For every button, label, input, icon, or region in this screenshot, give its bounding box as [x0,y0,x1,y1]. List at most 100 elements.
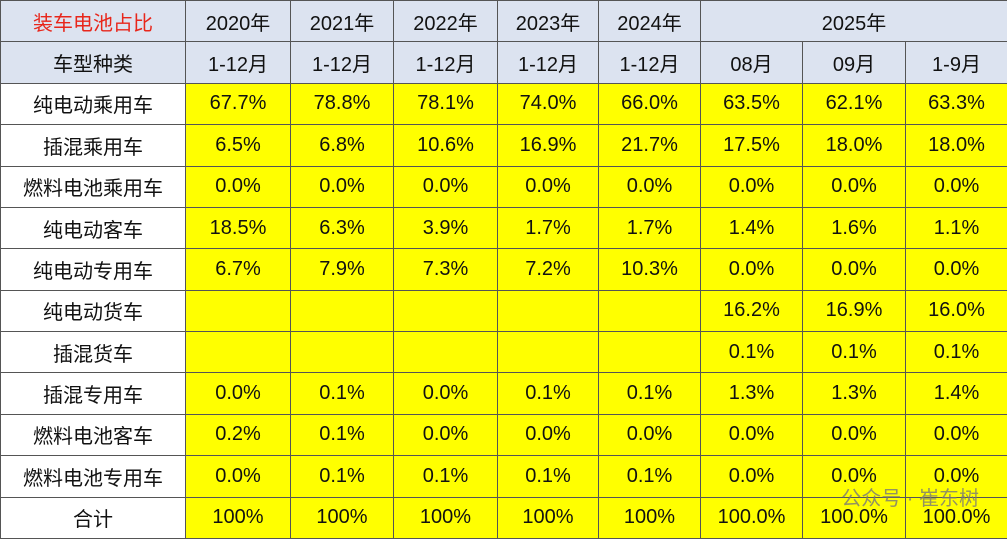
value-cell: 0.0% [802,165,906,208]
year-header: 2024年 [598,0,701,43]
value-cell [393,330,498,374]
value-cell: 100.0% [700,496,803,539]
period-header: 1-9月 [904,41,1007,84]
value-cell: 0.0% [904,248,1007,291]
value-cell [290,330,394,374]
value-cell: 7.2% [497,248,599,291]
value-cell: 3.9% [393,206,498,250]
value-cell [497,289,599,333]
value-cell: 1.4% [904,372,1007,415]
row-name: 插混货车 [0,330,186,374]
year-header: 2022年 [393,0,498,43]
value-cell: 63.5% [700,82,803,126]
value-cell: 0.1% [497,372,599,415]
value-cell: 0.1% [904,330,1007,374]
value-cell: 1.3% [700,372,803,415]
value-cell: 0.0% [497,413,599,457]
row-header-label: 车型种类 [0,41,186,84]
value-cell: 100.0% [904,496,1007,539]
value-cell: 16.2% [700,289,803,333]
value-cell: 16.0% [904,289,1007,333]
table-row: 插混货车 0.1% 0.1% 0.1% [0,330,1007,374]
table-row: 燃料电池乘用车 0.0% 0.0% 0.0% 0.0% 0.0% 0.0% 0.0% 0.0% [0,165,1007,208]
value-cell: 0.0% [802,455,906,498]
value-cell [598,289,701,333]
value-cell: 1.4% [700,206,803,250]
value-cell: 1.1% [904,206,1007,250]
value-cell [393,289,498,333]
value-cell: 0.0% [598,413,701,457]
value-cell: 0.1% [290,413,394,457]
value-cell: 0.1% [598,455,701,498]
value-cell: 0.0% [393,165,498,208]
table-row: 装车电池占比 2020年 2021年 2022年 2023年 2024年 2025年 [0,0,1007,43]
value-cell: 0.1% [290,455,394,498]
value-cell: 62.1% [802,82,906,126]
period-header: 08月 [700,41,803,84]
value-cell: 1.3% [802,372,906,415]
period-header: 1-12月 [290,41,394,84]
table-title: 装车电池占比 [0,0,186,43]
value-cell: 18.0% [904,124,1007,167]
year-header: 2020年 [185,0,291,43]
value-cell: 63.3% [904,82,1007,126]
row-name: 纯电动专用车 [0,248,186,291]
value-cell: 0.0% [802,413,906,457]
value-cell: 67.7% [185,82,291,126]
value-cell: 1.7% [598,206,701,250]
value-cell: 66.0% [598,82,701,126]
period-header: 1-12月 [598,41,701,84]
value-cell: 6.7% [185,248,291,291]
table-row: 插混乘用车 6.5% 6.8% 10.6% 16.9% 21.7% 17.5% 18.0% 18… [0,124,1007,167]
year-header: 2021年 [290,0,394,43]
value-cell: 0.0% [700,413,803,457]
table-row: 纯电动客车 18.5% 6.3% 3.9% 1.7% 1.7% 1.4% 1.6% 1.1% [0,206,1007,250]
value-cell: 21.7% [598,124,701,167]
table-row: 插混专用车 0.0% 0.1% 0.0% 0.1% 0.1% 1.3% 1.3% 1.4% [0,372,1007,415]
value-cell: 1.6% [802,206,906,250]
value-cell: 18.5% [185,206,291,250]
value-cell [290,289,394,333]
value-cell: 0.0% [598,165,701,208]
value-cell: 100% [598,496,701,539]
year-header: 2025年 [699,0,1007,43]
value-cell [185,289,291,333]
table-row: 纯电动货车 16.2% 16.9% 16.0% [0,289,1007,333]
value-cell: 78.1% [393,82,498,126]
value-cell: 0.0% [700,165,803,208]
value-cell: 16.9% [802,289,906,333]
value-cell: 0.0% [290,165,394,208]
value-cell: 0.0% [393,413,498,457]
watermark: 公众号 · 崔东树 [841,488,979,510]
value-cell: 0.0% [185,165,291,208]
value-cell: 16.9% [497,124,599,167]
table-row: 合计 100% 100% 100% 100% 100% 100.0% 100.0% 100.0% [0,496,1007,539]
value-cell: 100% [393,496,498,539]
value-cell: 0.0% [904,165,1007,208]
value-cell: 10.3% [598,248,701,291]
table-row: 燃料电池专用车 0.0% 0.1% 0.1% 0.1% 0.1% 0.0% 0.0% 0.0% [0,455,1007,498]
value-cell: 0.2% [185,413,291,457]
table-row: 纯电动专用车 6.7% 7.9% 7.3% 7.2% 10.3% 0.0% 0.0% 0.0% [0,248,1007,291]
value-cell [497,330,599,374]
value-cell [185,330,291,374]
row-name: 燃料电池乘用车 [0,165,186,208]
value-cell: 74.0% [497,82,599,126]
value-cell: 100% [290,496,394,539]
table-row: 车型种类 1-12月 1-12月 1-12月 1-12月 1-12月 08月 09月 1-9月 [0,41,1007,84]
value-cell: 0.0% [904,413,1007,457]
table-row: 纯电动乘用车 67.7% 78.8% 78.1% 74.0% 66.0% 63.5% 62.1… [0,82,1007,126]
value-cell: 78.8% [290,82,394,126]
value-cell: 0.0% [700,455,803,498]
value-cell: 0.1% [290,372,394,415]
row-name: 插混乘用车 [0,124,186,167]
value-cell: 0.1% [497,455,599,498]
row-name: 纯电动乘用车 [0,82,186,126]
value-cell: 0.0% [700,248,803,291]
row-name: 纯电动货车 [0,289,186,333]
value-cell: 100.0% [802,496,906,539]
value-cell: 100% [185,496,291,539]
row-name: 燃料电池客车 [0,413,186,457]
value-cell: 1.7% [497,206,599,250]
